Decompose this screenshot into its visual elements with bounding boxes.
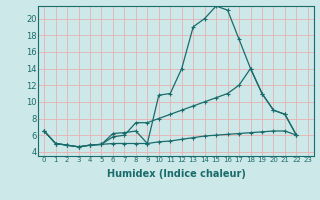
X-axis label: Humidex (Indice chaleur): Humidex (Indice chaleur) [107,169,245,179]
